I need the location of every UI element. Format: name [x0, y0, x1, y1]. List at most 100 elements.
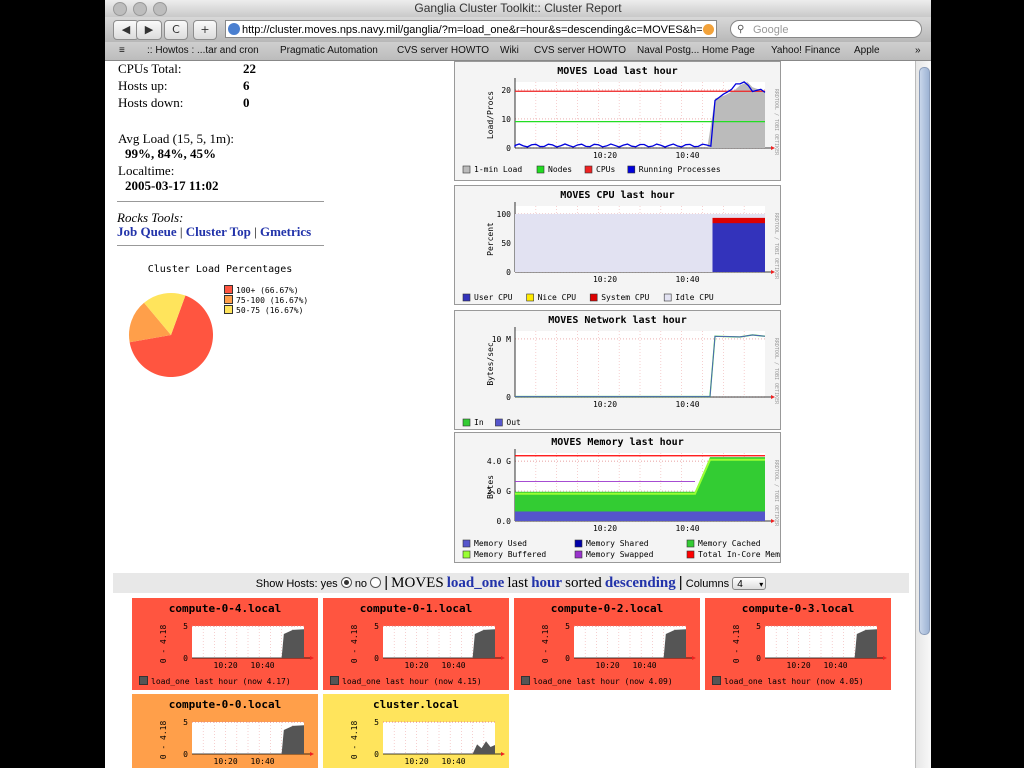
legend-swatch: [224, 285, 233, 294]
x-tick-label: 10:20: [593, 400, 617, 409]
bookmark-howtos[interactable]: :: Howtos : ...tar and cron: [147, 45, 259, 56]
chevron-down-icon: ▾: [759, 580, 764, 589]
avg-load-label: Avg Load (15, 5, 1m):: [118, 131, 235, 146]
y-axis-label: 0 - 4.18: [350, 721, 359, 760]
close-button[interactable]: [113, 2, 127, 16]
load-area: [472, 629, 495, 658]
cluster-top-link[interactable]: Cluster Top: [185, 224, 251, 239]
axis-arrow: [310, 656, 314, 660]
host-name[interactable]: compute-0-0.local: [168, 698, 282, 711]
legend-swatch: [526, 293, 534, 302]
legend-label: Total In-Core Memory: [698, 550, 780, 559]
bookmarks-book-icon[interactable]: ≡: [119, 45, 125, 56]
legend-swatch: [330, 676, 339, 685]
host-name[interactable]: compute-0-1.local: [359, 602, 473, 615]
pie-slice: [144, 293, 186, 335]
x-tick-label: 10:40: [675, 151, 699, 160]
host-name[interactable]: compute-0-2.local: [550, 602, 664, 615]
minimize-button[interactable]: [133, 2, 147, 16]
localtime-label: Localtime:: [118, 163, 175, 178]
bookmark-wiki[interactable]: Wiki: [500, 45, 519, 56]
graph-title: MOVES Network last hour: [548, 315, 687, 326]
host-name[interactable]: cluster.local: [372, 698, 460, 711]
add-bookmark-button[interactable]: +: [193, 20, 217, 40]
rss-icon[interactable]: [703, 24, 714, 35]
axis-arrow: [692, 656, 696, 660]
window-controls[interactable]: [113, 2, 173, 21]
y-axis-label: 0 - 4.18: [350, 625, 359, 664]
link-separator: |: [179, 224, 183, 239]
address-bar[interactable]: http://cluster.moves.nps.navy.mil/gangli…: [225, 20, 717, 38]
search-field[interactable]: ⚲ Google: [730, 20, 922, 38]
forward-button[interactable]: ▶: [136, 20, 162, 40]
host-tile[interactable]: compute-0-3.local 0 5 10:20 10:40 0 - 4.18 loa…: [705, 598, 891, 690]
x-tick-label: 10:20: [214, 661, 238, 670]
host-tile[interactable]: cluster.local 0 5 10:20 10:40 0 - 4.18: [323, 694, 509, 768]
host-name[interactable]: compute-0-3.local: [741, 602, 855, 615]
job-queue-link[interactable]: Job Queue: [117, 224, 177, 239]
x-tick-label: 10:20: [405, 661, 429, 670]
legend-label: Memory Used: [474, 539, 527, 548]
y-axis-label: 0 - 4.18: [159, 625, 168, 664]
host-tile[interactable]: compute-0-1.local 0 5 10:20 10:40 0 - 4.18 loa…: [323, 598, 509, 690]
bookmark-apple[interactable]: Apple: [854, 45, 880, 56]
metric-link[interactable]: load_one: [446, 575, 505, 591]
range-link[interactable]: hour: [531, 575, 563, 591]
bookmarks-overflow-icon[interactable]: »: [915, 45, 921, 56]
load-area: [707, 82, 765, 148]
vertical-scrollbar[interactable]: [915, 61, 931, 768]
legend-label: CPUs: [596, 165, 615, 174]
memory-graph: MOVES Memory last hour 0.0 2.0 G 4.0 G 10:2…: [454, 432, 781, 563]
separator: |: [678, 574, 683, 591]
host-tile[interactable]: compute-0-2.local 0 5 10:20 10:40 0 - 4.18 loa…: [514, 598, 700, 690]
x-tick-label: 10:40: [675, 400, 699, 409]
y-axis-label: Percent: [486, 222, 495, 256]
pie-slice: [129, 302, 171, 343]
columns-value: 4: [737, 579, 743, 590]
columns-select[interactable]: 4 ▾: [732, 577, 767, 590]
bookmark-yahoo[interactable]: Yahoo! Finance: [771, 45, 841, 56]
show-hosts-no-radio[interactable]: [370, 577, 382, 588]
scroll-thumb[interactable]: [919, 67, 930, 635]
pie-legend-entry: 75-100 (16.67%): [224, 295, 308, 305]
legend-label: Out: [506, 418, 521, 427]
axis-arrow: [771, 395, 775, 399]
gmetrics-link[interactable]: Gmetrics: [259, 224, 312, 239]
y-tick-label: 2.0 G: [487, 487, 511, 496]
legend-label: 75-100 (16.67%): [236, 296, 309, 305]
bookmark-cvs-2[interactable]: CVS server HOWTO: [534, 45, 627, 56]
y-tick-label: 0: [506, 393, 511, 402]
used-area: [515, 511, 765, 521]
bookmark-naval[interactable]: Naval Postg... Home Page: [637, 45, 755, 56]
last-text: last: [507, 575, 529, 591]
sort-order-link[interactable]: descending: [604, 575, 676, 591]
show-hosts-yes-radio[interactable]: [340, 577, 352, 588]
reload-button[interactable]: C: [164, 20, 188, 40]
legend-swatch: [521, 676, 530, 685]
legend-swatch: [462, 165, 471, 174]
legend-label: Nice CPU: [538, 293, 577, 302]
host-tile[interactable]: compute-0-4.local 0 5 10:20 10:40 0 - 4.18 loa…: [132, 598, 318, 690]
cpu-graph: MOVES CPU last hour 0 50 100 10:20 10:40 Perc…: [454, 185, 781, 305]
legend-label: 100+ (66.67%): [236, 286, 299, 295]
bookmarks-bar: ≡ :: Howtos : ...tar and cron Pragmatic …: [105, 42, 931, 61]
y-axis-label: Bytes/sec: [486, 342, 495, 386]
network-graph: MOVES Network last hour 0 10 M 10:20 10:40 B…: [454, 310, 781, 430]
search-placeholder: Google: [753, 24, 789, 36]
legend-swatch: [495, 418, 503, 427]
host-tile[interactable]: compute-0-0.local 0 5 10:20 10:40 0 - 4.18: [132, 694, 318, 768]
y-tick-label: 5: [565, 622, 570, 631]
bookmark-cvs-1[interactable]: CVS server HOWTO: [397, 45, 490, 56]
user-area: [712, 222, 765, 272]
x-tick-label: 10:40: [442, 757, 466, 766]
axis-arrow: [771, 519, 775, 523]
legend-swatch: [686, 550, 695, 559]
legend-label: In: [474, 418, 484, 427]
y-axis-label: Load/Procs: [486, 91, 495, 139]
x-tick-label: 10:40: [675, 275, 699, 284]
zoom-button[interactable]: [153, 2, 167, 16]
search-icon: ⚲: [737, 24, 745, 35]
bookmark-pragmatic[interactable]: Pragmatic Automation: [280, 45, 378, 56]
avg-load-value: 99%, 84%, 45%: [125, 146, 216, 161]
host-name[interactable]: compute-0-4.local: [168, 602, 282, 615]
